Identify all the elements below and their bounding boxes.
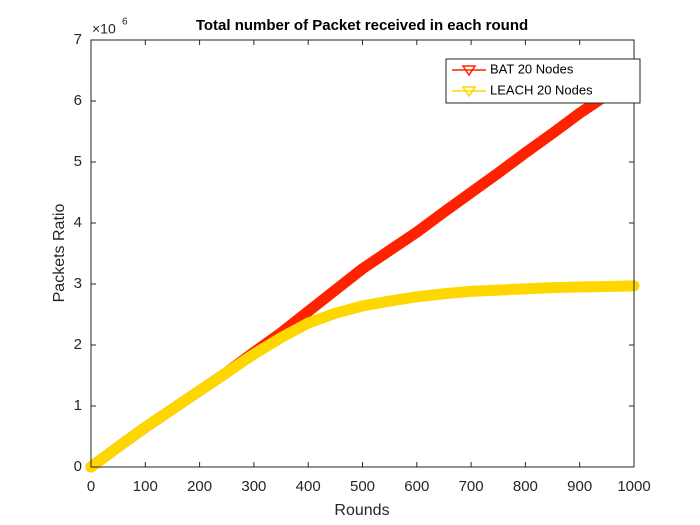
x-tick-label: 100 <box>133 478 158 495</box>
x-axis-label: Rounds <box>334 502 389 519</box>
y-tick-label: 0 <box>74 458 82 475</box>
x-tick-label: 700 <box>459 478 484 495</box>
y-exponent-power: 6 <box>122 17 128 28</box>
plot-area <box>91 40 634 467</box>
y-tick-label: 7 <box>74 31 82 48</box>
legend-marker <box>461 86 477 98</box>
legend-box <box>445 58 641 104</box>
y-tick-label: 3 <box>74 275 82 292</box>
x-tick-label: 1000 <box>617 478 650 495</box>
x-tick-label: 600 <box>404 478 429 495</box>
x-tick-label: 800 <box>513 478 538 495</box>
x-tick-label: 900 <box>567 478 592 495</box>
x-tick-label: 0 <box>87 478 95 495</box>
x-tick-label: 200 <box>187 478 212 495</box>
y-tick-label: 5 <box>74 153 82 170</box>
legend-label: BAT 20 Nodes <box>490 61 574 76</box>
y-tick-label: 4 <box>74 214 82 231</box>
axes-box <box>90 39 635 468</box>
legend-label: LEACH 20 Nodes <box>490 82 593 97</box>
x-tick-label: 300 <box>241 478 266 495</box>
y-tick-label: 6 <box>74 92 82 109</box>
y-exponent-base: ×10 <box>92 21 116 37</box>
legend-marker <box>461 65 477 77</box>
y-tick-label: 2 <box>74 336 82 353</box>
x-tick-label: 400 <box>296 478 321 495</box>
y-tick-label: 1 <box>74 397 82 414</box>
x-tick-label: 500 <box>350 478 375 495</box>
series-line <box>85 280 640 473</box>
chart-title: Total number of Packet received in each … <box>196 17 528 34</box>
y-axis-label: Packets Ratio <box>51 204 68 303</box>
